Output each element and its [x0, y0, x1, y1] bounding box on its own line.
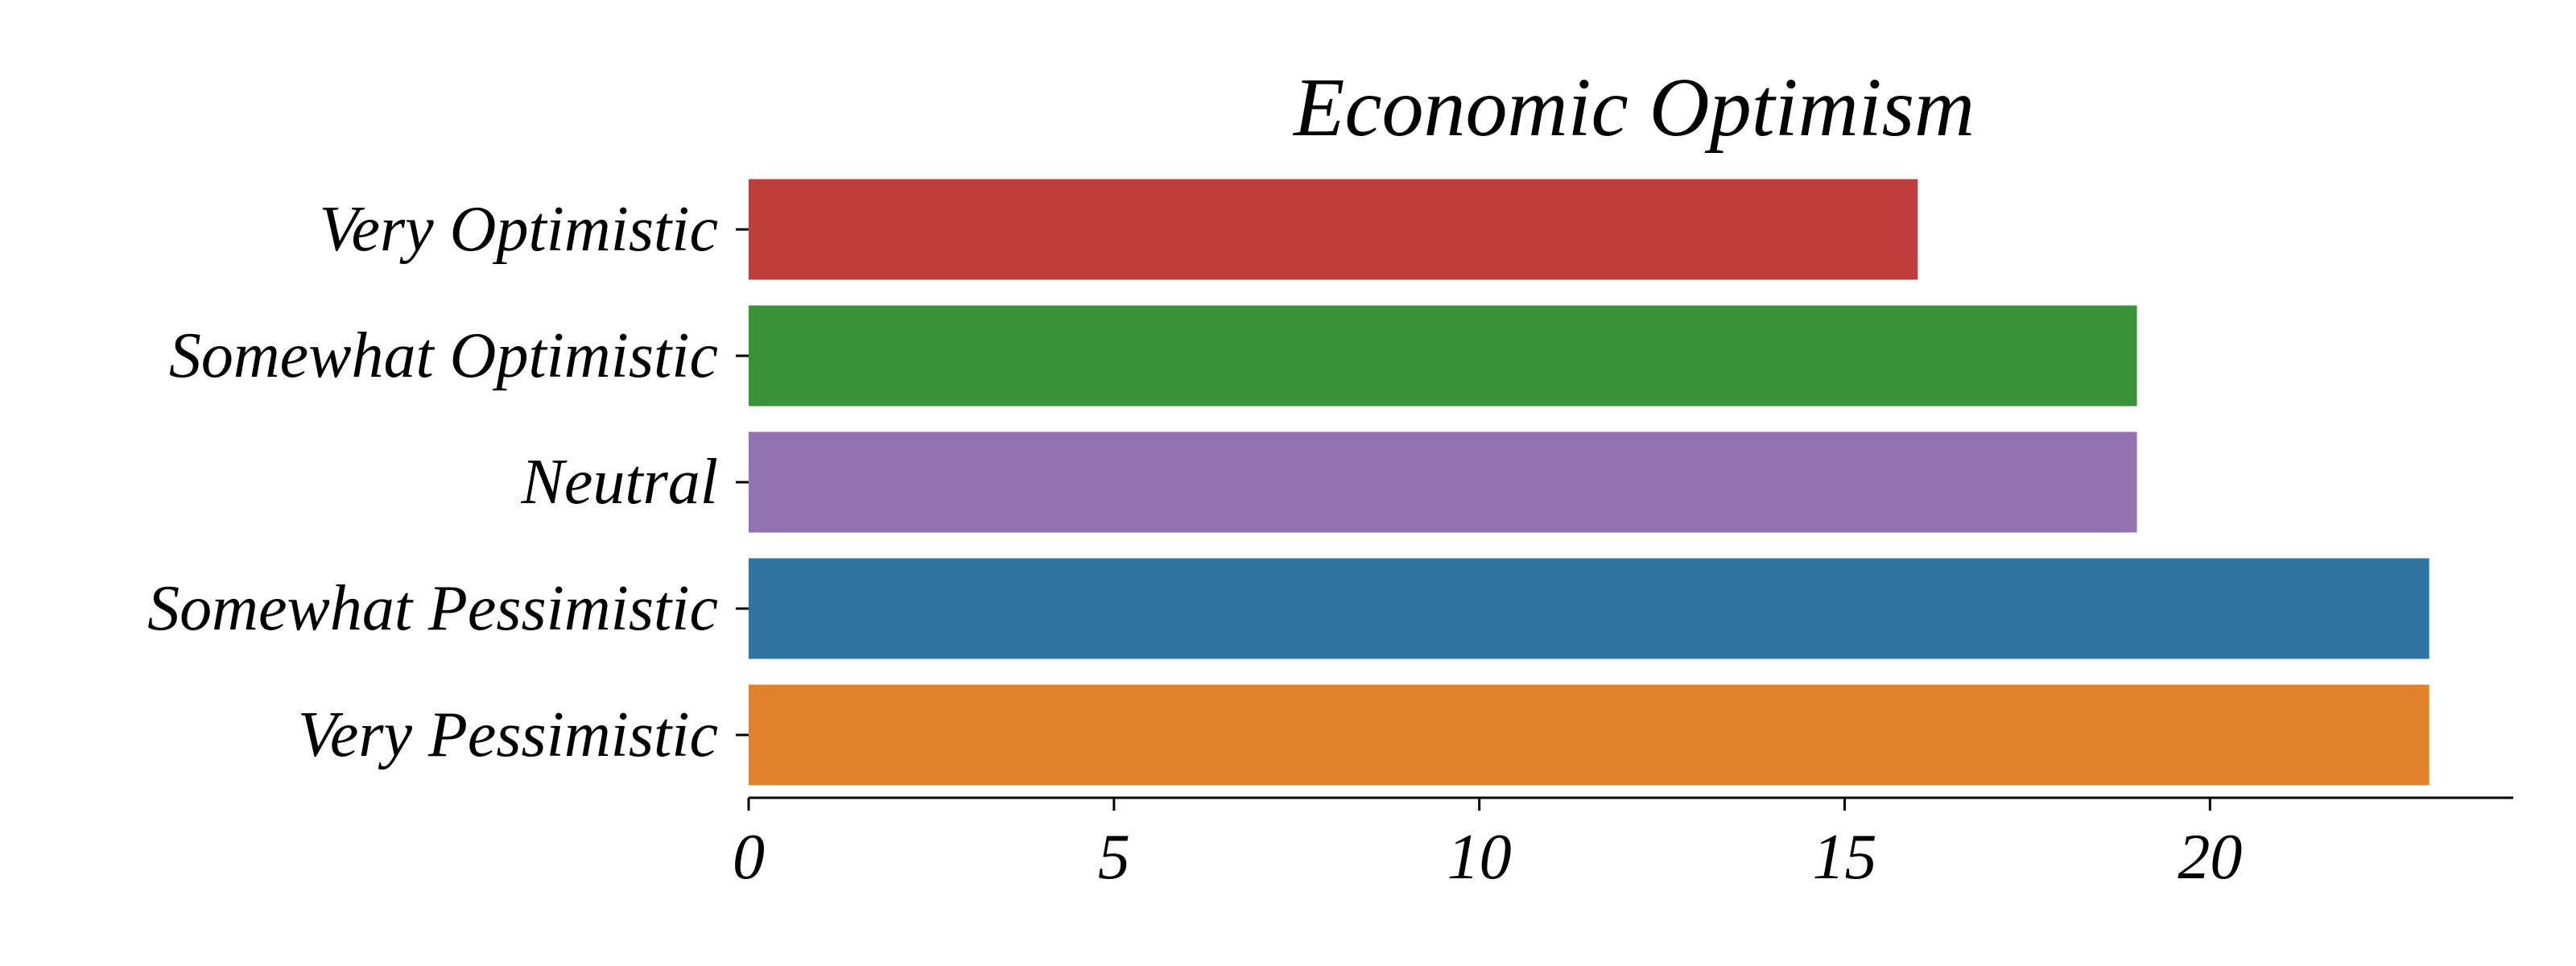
x-tick-label: 0: [733, 822, 765, 893]
bar: [749, 431, 2137, 533]
x-tick-label: 10: [1447, 822, 1512, 893]
y-tick-label: Very Optimistic: [320, 194, 718, 265]
bar: [749, 684, 2429, 786]
y-tick-label: Neutral: [521, 447, 718, 518]
y-axis: Very Optimistic Somewhat Optimistic Neutra…: [147, 194, 749, 770]
y-tick-label: Somewhat Pessimistic: [147, 573, 718, 644]
bar: [749, 558, 2429, 659]
x-axis: 0 5 10 15 20: [733, 796, 2513, 893]
bar: [749, 179, 1918, 280]
chart-title: Economic Optimism: [1292, 61, 1975, 154]
x-tick-label: 20: [2178, 822, 2242, 893]
y-tick-label: Very Pessimistic: [298, 700, 718, 770]
bars-group: [749, 179, 2429, 786]
x-tick-label: 15: [1812, 822, 1876, 893]
y-tick-label: Somewhat Optimistic: [169, 320, 718, 391]
bar: [749, 305, 2137, 407]
x-tick-label: 5: [1098, 822, 1130, 893]
